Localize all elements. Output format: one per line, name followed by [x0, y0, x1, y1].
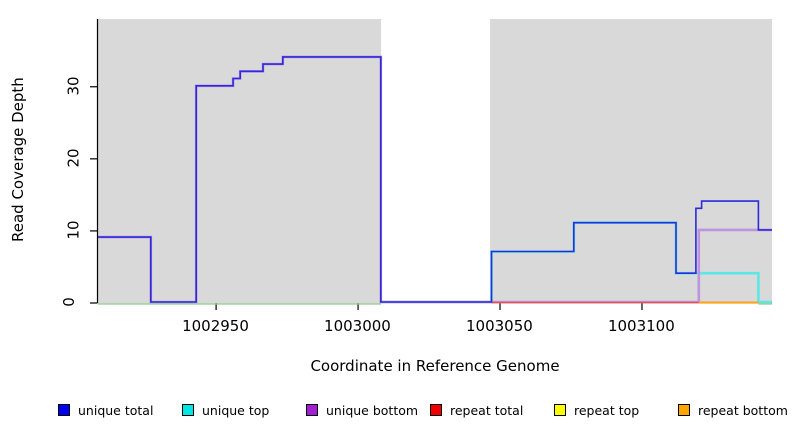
legend-item-repeat-total: repeat total — [430, 401, 523, 419]
legend-label: unique bottom — [326, 402, 419, 418]
legend-swatch-icon — [58, 404, 70, 416]
panel-shading — [490, 19, 772, 303]
legend-label: repeat total — [450, 402, 524, 418]
legend-item-repeat-top: repeat top — [554, 401, 639, 419]
y-tick-label: 30 — [64, 76, 83, 96]
legend: unique total unique top unique bottom repea… — [0, 401, 792, 425]
legend-item-unique-bottom: unique bottom — [306, 401, 418, 419]
panel-shading — [98, 19, 382, 303]
legend-item-unique-top: unique top — [182, 401, 269, 419]
legend-item-unique-total: unique total — [58, 401, 153, 419]
y-tick-label: 10 — [64, 220, 83, 240]
x-tick-label: 1003050 — [466, 317, 533, 335]
legend-label: unique total — [78, 402, 154, 418]
legend-label: repeat top — [574, 402, 640, 418]
x-tick-label: 1003100 — [607, 317, 675, 335]
x-tick-label: 1003000 — [324, 317, 391, 335]
y-tick-label: 20 — [64, 148, 83, 168]
legend-swatch-icon — [430, 404, 442, 416]
y-axis-title: Read Coverage Depth — [9, 77, 27, 242]
x-tick-label: 1002950 — [182, 317, 249, 335]
legend-swatch-icon — [554, 404, 566, 416]
legend-swatch-icon — [306, 404, 318, 416]
legend-label: repeat bottom — [698, 402, 788, 418]
legend-item-repeat-bottom: repeat bottom — [678, 401, 788, 419]
legend-swatch-icon — [182, 404, 194, 416]
legend-swatch-icon — [678, 404, 690, 416]
series-line-unique-total — [98, 56, 772, 303]
legend-label: unique top — [202, 402, 270, 418]
x-axis-title: Coordinate in Reference Genome — [310, 357, 560, 375]
y-tick-label: 0 — [59, 297, 78, 307]
